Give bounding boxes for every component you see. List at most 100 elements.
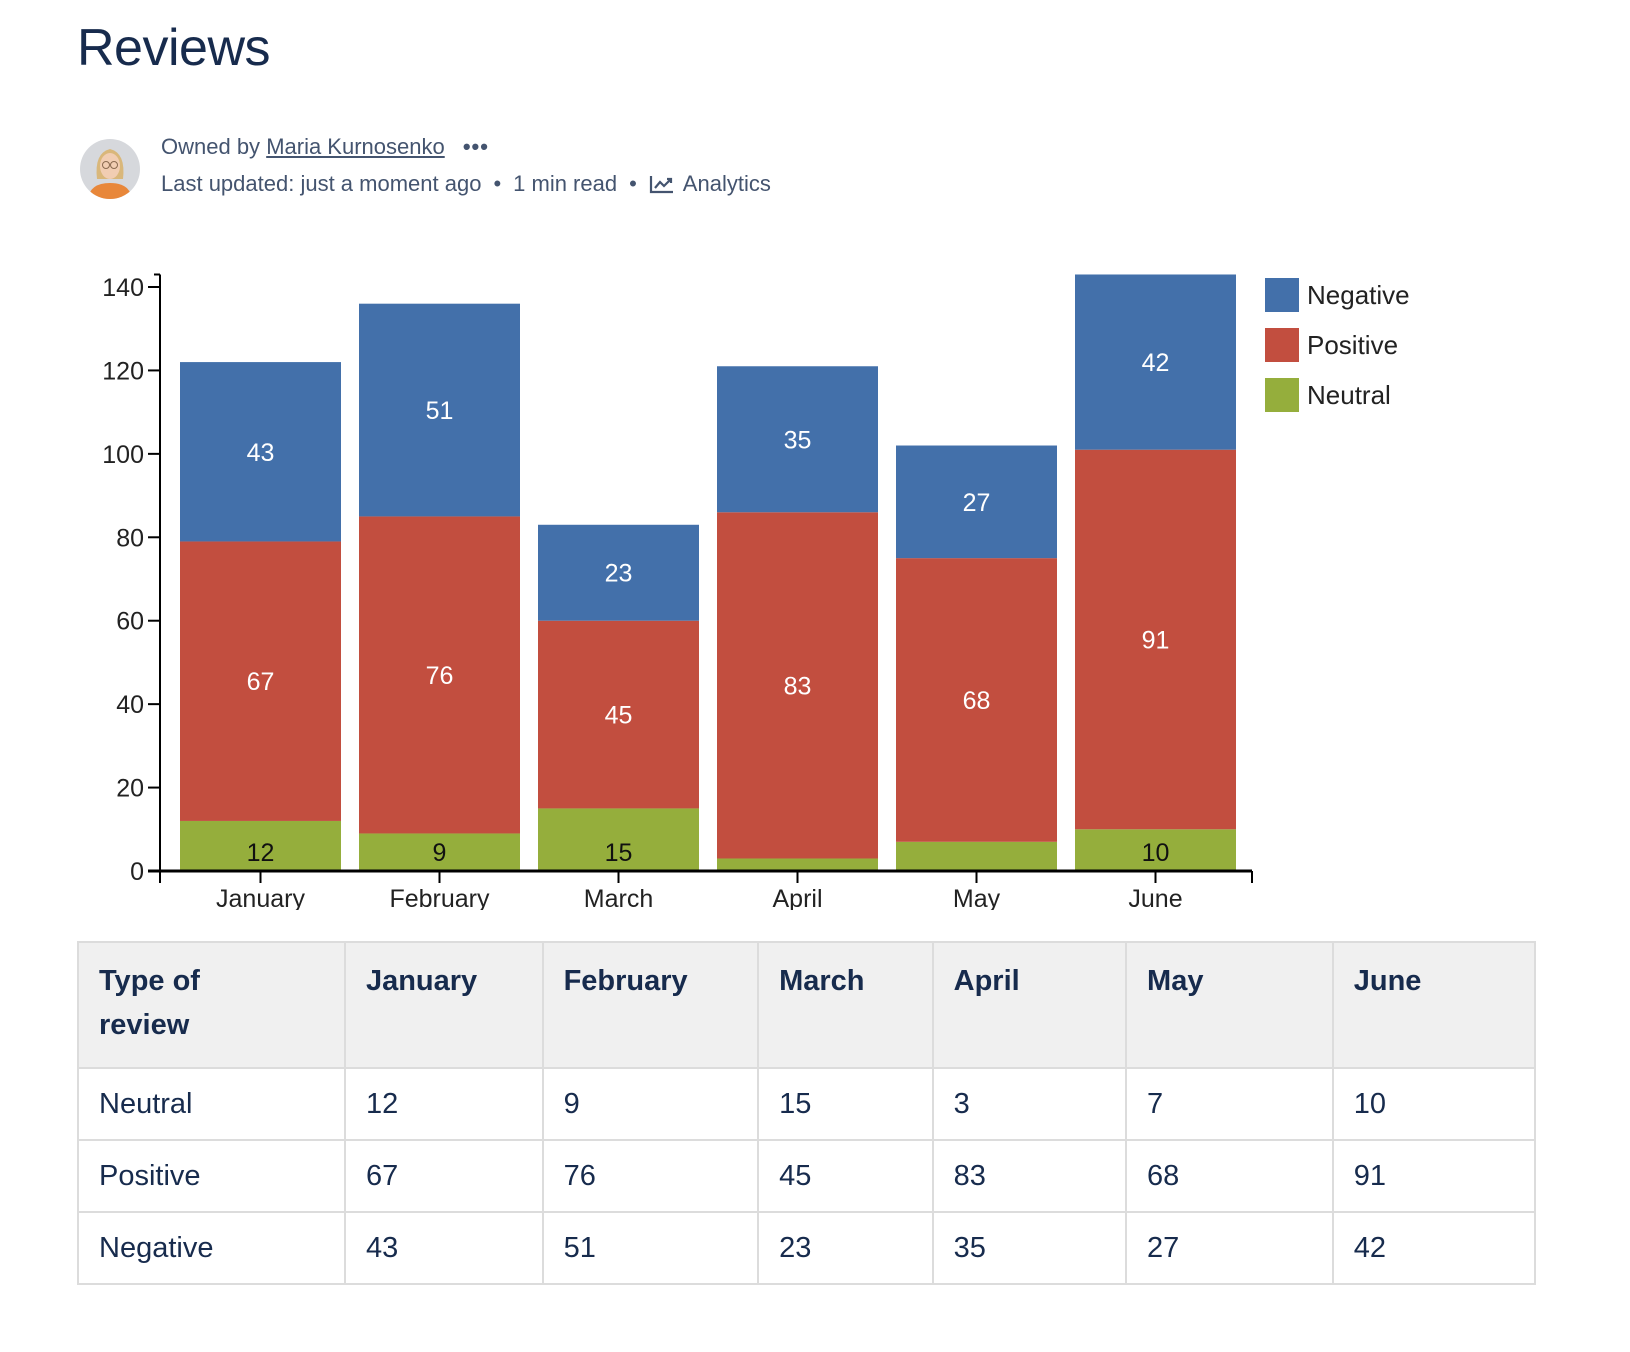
byline-owner: Owned by Maria Kurnosenko •••: [161, 134, 489, 160]
read-time: 1 min read: [513, 171, 618, 196]
bar-segment-positive: [538, 620, 699, 809]
table-row: Neutral 12 9 15 3 7 10: [77, 1067, 1537, 1141]
legend-label: Positive: [1307, 330, 1398, 360]
table-cell: 12: [343, 1067, 544, 1141]
bar-segment-positive: [180, 541, 341, 821]
y-tick-label: 100: [102, 441, 144, 469]
table-cell: 15: [757, 1067, 934, 1141]
page-title: Reviews: [77, 19, 271, 77]
table-cell: 7: [1125, 1067, 1334, 1141]
x-tick-label: April: [772, 885, 822, 910]
bar-segment-negative: [896, 445, 1057, 559]
owned-by-label: Owned by: [161, 134, 261, 159]
table-cell: 76: [541, 1139, 760, 1213]
legend-label: Neutral: [1307, 380, 1391, 410]
reviews-table: Type of review January February March April M…: [77, 941, 1537, 1285]
column-header: January: [343, 941, 544, 1069]
data-label: 12: [247, 839, 275, 867]
bar-segment-neutral: [359, 833, 520, 871]
legend-swatch-neutral: [1265, 378, 1299, 412]
data-label: 27: [963, 489, 991, 517]
bar-segment-neutral: [896, 841, 1057, 871]
data-label: 43: [247, 439, 275, 467]
data-label: 83: [784, 672, 812, 700]
more-actions-icon[interactable]: •••: [462, 134, 489, 159]
bar-segment-neutral: [180, 820, 341, 871]
separator: •: [493, 171, 502, 196]
y-tick-label: 120: [102, 357, 144, 385]
table-row: Positive 67 76 45 83 68 91: [77, 1139, 1537, 1213]
table-cell: Positive: [77, 1139, 346, 1213]
legend-swatch-positive: [1265, 328, 1299, 362]
data-label: 15: [605, 839, 633, 867]
x-tick-label: January: [216, 885, 305, 910]
avatar[interactable]: [80, 139, 140, 199]
column-header: February: [541, 941, 760, 1069]
data-label: 68: [963, 687, 991, 715]
table-cell: 42: [1331, 1211, 1537, 1285]
x-tick-label: June: [1128, 885, 1182, 910]
data-label: 91: [1142, 626, 1170, 654]
table-row: Negative 43 51 23 35 27 42: [77, 1211, 1537, 1285]
column-header: March: [757, 941, 934, 1069]
bar-segment-neutral: [1075, 829, 1236, 871]
bar-segment-negative: [538, 524, 699, 621]
legend-swatch-negative: [1265, 278, 1299, 312]
legend-label: Negative: [1307, 280, 1410, 310]
column-header: Type of review: [77, 941, 346, 1069]
table-header-row: Type of review January February March April M…: [77, 941, 1537, 1069]
bar-segment-positive: [717, 512, 878, 859]
analytics-link[interactable]: Analytics: [649, 171, 771, 196]
table-cell: 35: [931, 1211, 1128, 1285]
bar-segment-negative: [1075, 274, 1236, 450]
bar-segment-negative: [180, 362, 341, 542]
data-label: 67: [247, 668, 275, 696]
x-tick-label: March: [584, 885, 653, 910]
y-tick-label: 0: [130, 858, 144, 886]
table-cell: 83: [931, 1139, 1128, 1213]
bar-segment-positive: [359, 516, 520, 834]
y-tick-label: 80: [116, 524, 144, 552]
data-label: 9: [433, 839, 447, 867]
table-cell: 67: [343, 1139, 544, 1213]
byline-info: Last updated: just a moment ago • 1 min re…: [161, 171, 771, 197]
table-cell: Negative: [77, 1211, 346, 1285]
bar-segment-negative: [359, 303, 520, 517]
table-cell: 51: [541, 1211, 760, 1285]
y-tick-label: 20: [116, 775, 144, 803]
table-cell: Neutral: [77, 1067, 346, 1141]
separator: •: [629, 171, 637, 196]
data-label: 35: [784, 426, 812, 454]
y-tick-label: 140: [102, 274, 144, 302]
table-cell: 23: [757, 1211, 934, 1285]
analytics-chart-icon: [649, 176, 673, 194]
bar-segment-neutral: [538, 808, 699, 871]
table-cell: 9: [541, 1067, 760, 1141]
column-header: April: [931, 941, 1128, 1069]
table-cell: 27: [1125, 1211, 1334, 1285]
bar-segment-positive: [1075, 449, 1236, 830]
column-header: May: [1125, 941, 1334, 1069]
last-updated: Last updated: just a moment ago: [161, 171, 482, 196]
table-cell: 10: [1331, 1067, 1537, 1141]
bar-segment-negative: [717, 366, 878, 513]
x-tick-label: February: [389, 885, 490, 910]
data-label: 10: [1142, 839, 1170, 867]
owner-link[interactable]: Maria Kurnosenko: [266, 134, 445, 159]
column-header: June: [1331, 941, 1537, 1069]
bar-segment-positive: [896, 558, 1057, 842]
table-cell: 68: [1125, 1139, 1334, 1213]
analytics-label: Analytics: [682, 171, 771, 196]
data-label: 76: [426, 662, 454, 690]
data-label: 45: [605, 702, 633, 730]
data-label: 51: [426, 397, 454, 425]
table-cell: 3: [931, 1067, 1128, 1141]
x-tick-label: May: [953, 885, 1001, 910]
y-tick-label: 60: [116, 608, 144, 636]
data-label: 23: [605, 560, 633, 588]
table-cell: 43: [343, 1211, 544, 1285]
stacked-bar-chart: 12 67 43 January 9 76 51 February 15 45 23 March 83 3…: [102, 273, 1410, 910]
bar-segment-neutral: [717, 858, 878, 871]
table-cell: 45: [757, 1139, 934, 1213]
